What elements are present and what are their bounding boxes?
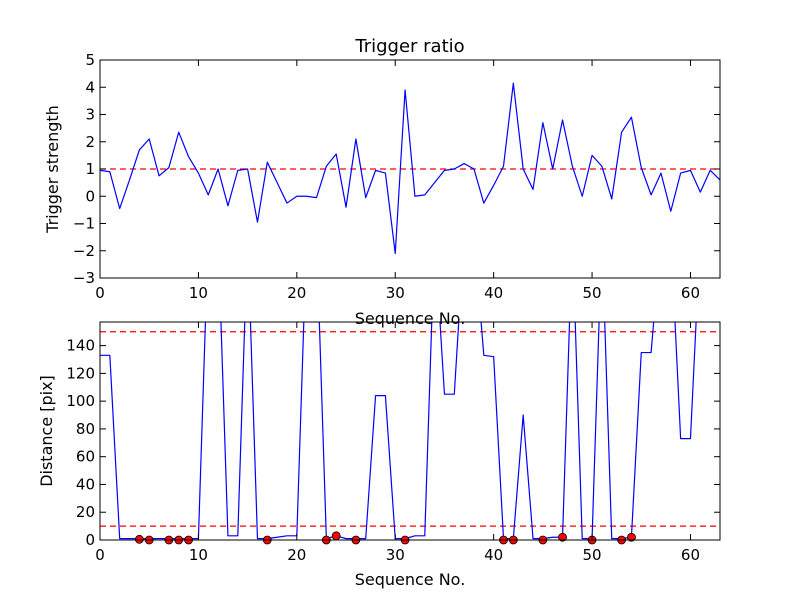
top-y-tick-label: −3 [73,269,95,287]
bottom-x-tick-label: 40 [484,546,503,564]
bottom-y-tick-label: 80 [76,420,95,438]
bottom-series [100,322,697,540]
bottom-marker-point [134,534,144,544]
bottom-threshold-lines [100,331,720,527]
top-axes-frame [99,59,721,279]
bottom-x-tick-label: 10 [189,546,208,564]
bottom-y-tick-label: 100 [66,392,95,410]
top-x-tick-label: 30 [386,284,405,302]
distance-axes: 0 10 20 30 40 50 60 0 20 40 60 80 100 120 140 Sequence… [37,321,721,589]
bottom-y-tick-label: 60 [76,448,95,466]
bottom-markers [134,531,636,545]
bottom-y-tick-label: 20 [76,503,95,521]
top-y-tick-label: 4 [85,78,95,96]
bottom-y-tick-label: 40 [76,475,95,493]
top-y-tick-label: 1 [85,160,95,178]
top-x-tick-label: 20 [287,284,306,302]
top-x-tick-label: 0 [95,284,105,302]
top-y-tick-label: 5 [85,51,95,69]
bottom-marker-point [331,531,341,541]
top-y-tick-label: 3 [85,106,95,124]
top-axis-ticks: 0 10 20 30 40 50 60 −3 −2 −1 0 1 2 3 4 5 [73,51,720,302]
bottom-y-tick-label: 0 [85,531,95,549]
bottom-x-tick-label: 20 [287,546,306,564]
top-series-line-0 [100,82,720,255]
bottom-axis-ticks: 0 10 20 30 40 50 60 0 20 40 60 80 100 120 140 [66,322,720,564]
bottom-x-axis-label: Sequence No. [355,570,466,589]
bottom-axes-frame [99,321,721,541]
top-y-tick-label: 2 [85,133,95,151]
top-y-axis-label: Trigger strength [43,105,62,234]
top-y-tick-label: 0 [85,187,95,205]
top-x-tick-label: 60 [681,284,700,302]
bottom-x-tick-label: 30 [386,546,405,564]
top-x-tick-label: 10 [189,284,208,302]
bottom-y-tick-label: 120 [66,364,95,382]
trigger-ratio-axes: Trigger ratio 0 10 20 30 40 50 60−3−2−1012345 … [43,36,721,328]
bottom-y-axis-label: Distance [pix] [37,375,56,487]
bottom-x-tick-label: 60 [681,546,700,564]
top-x-tick-label: 50 [583,284,602,302]
bottom-x-tick-label: 0 [95,546,105,564]
bottom-marker-point [627,532,636,542]
top-chart-title: Trigger ratio [354,36,464,57]
top-y-tick-label: −1 [73,215,95,233]
bottom-x-tick-label: 50 [583,546,602,564]
top-y-tick-label: −2 [73,242,95,260]
bottom-series-line-0 [100,322,697,540]
top-x-axis-label: Sequence No. [355,309,466,328]
top-series [100,82,720,255]
top-x-tick-label: 40 [484,284,503,302]
bottom-marker-point [558,532,567,542]
bottom-y-tick-label: 140 [66,337,95,355]
